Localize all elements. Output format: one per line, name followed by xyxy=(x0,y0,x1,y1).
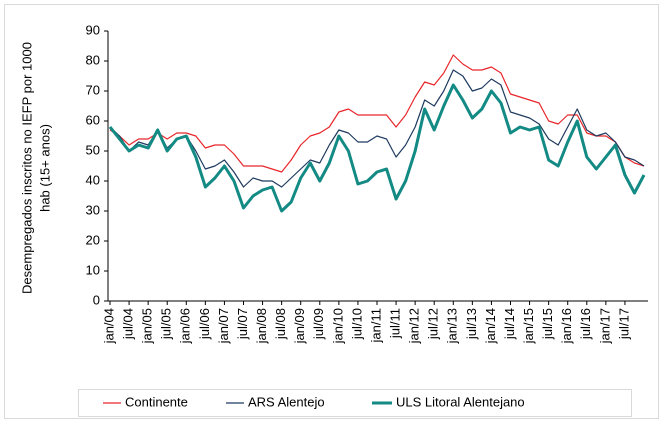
x-tick-label: jul/08 xyxy=(273,308,288,340)
x-tick-label: jul/04 xyxy=(121,308,136,340)
x-tick-label: jul/11 xyxy=(388,308,403,339)
x-tick-label: jul/16 xyxy=(578,308,593,340)
y-tick-label: 50 xyxy=(86,142,100,157)
x-tick-label: jan/08 xyxy=(254,308,269,344)
legend-box xyxy=(78,389,632,417)
x-tick-label: jan/17 xyxy=(597,308,612,344)
x-tick-label: jul/12 xyxy=(426,308,441,340)
x-tick-label: jan/12 xyxy=(407,308,422,344)
x-tick-label: jul/07 xyxy=(235,308,250,340)
y-tick-label: 20 xyxy=(86,232,100,247)
x-tick-label: jul/15 xyxy=(540,308,555,340)
y-tick-label: 40 xyxy=(86,172,100,187)
x-tick-label: jan/09 xyxy=(292,308,307,344)
x-tick-label: jan/11 xyxy=(368,308,383,343)
x-tick-label: jul/09 xyxy=(311,308,326,340)
chart-frame xyxy=(4,4,659,419)
legend-label: ULS Litoral Alentejano xyxy=(396,394,525,409)
y-tick-label: 90 xyxy=(86,22,100,37)
x-tick-label: jul/14 xyxy=(502,308,517,340)
legend-label: Continente xyxy=(125,394,188,409)
series-line xyxy=(109,54,645,173)
y-tick-label: 70 xyxy=(86,82,100,97)
x-tick-label: jan/14 xyxy=(483,308,498,344)
y-tick-label: 10 xyxy=(86,262,100,277)
x-tick-label: jan/07 xyxy=(216,308,231,344)
legend-label: ARS Alentejo xyxy=(248,394,325,409)
x-tick-label: jan/16 xyxy=(559,308,574,344)
y-tick-label: 80 xyxy=(86,52,100,67)
x-tick-label: jul/05 xyxy=(159,308,174,340)
x-tick-label: jul/17 xyxy=(616,308,631,340)
x-tick-label: jan/05 xyxy=(140,308,155,344)
y-axis-title: hab (15+ anos) xyxy=(37,124,52,212)
x-tick-label: jul/10 xyxy=(349,308,364,340)
y-tick-label: 0 xyxy=(93,292,100,307)
x-tick-label: jan/04 xyxy=(101,308,116,344)
x-tick-label: jan/10 xyxy=(330,308,345,344)
x-tick-label: jul/13 xyxy=(464,308,479,340)
y-tick-label: 60 xyxy=(86,112,100,127)
x-tick-label: jul/06 xyxy=(197,308,212,340)
x-tick-label: jan/13 xyxy=(445,308,460,344)
y-tick-label: 30 xyxy=(86,202,100,217)
x-tick-label: jan/06 xyxy=(178,308,193,344)
x-tick-label: jan/15 xyxy=(521,308,536,344)
series-line xyxy=(108,83,646,213)
series-line xyxy=(109,69,645,188)
y-axis-title: Desempregados inscritos no IEFP por 1000 xyxy=(19,42,34,294)
